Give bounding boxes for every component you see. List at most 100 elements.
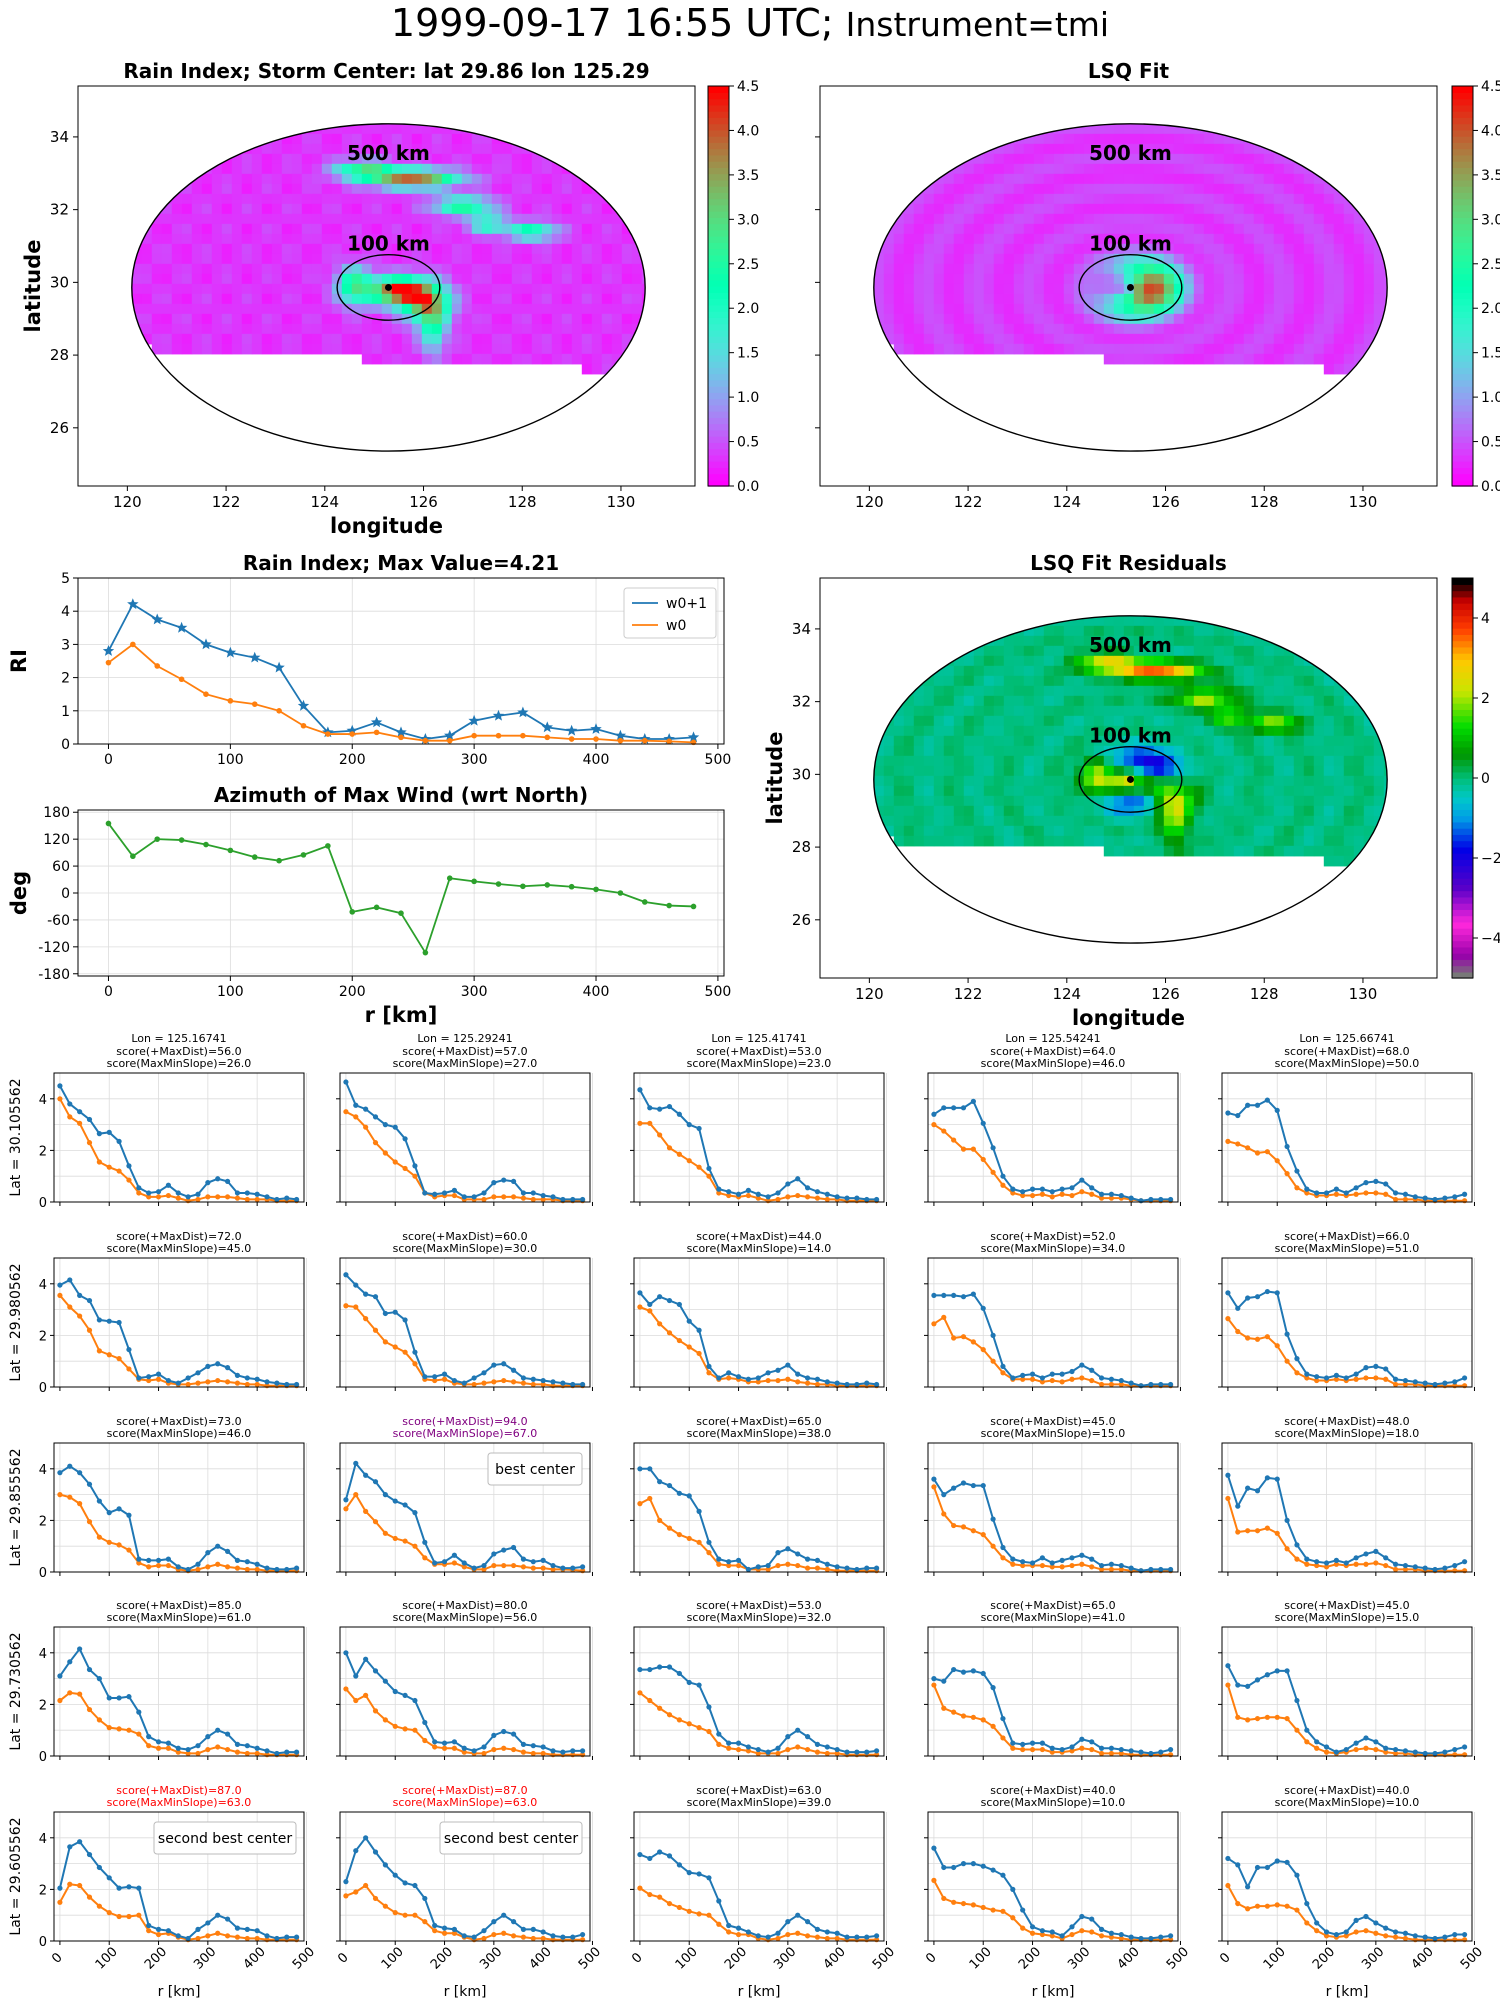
grid-orange-point: [1049, 1749, 1055, 1755]
grid-blue-point: [1069, 1185, 1075, 1191]
rain-map-colorbar-segment: [708, 348, 729, 356]
grid-blue-point: [785, 1181, 791, 1187]
grid-blue-point: [1138, 1749, 1144, 1755]
grid-blue-point: [1254, 1677, 1261, 1683]
grid-orange-line: [639, 1497, 877, 1572]
grid-score-maxdist: score(+MaxDist)=60.0: [402, 1230, 527, 1243]
rain-map-colorbar-label: 4.0: [737, 123, 759, 139]
grid-blue-point: [244, 1559, 250, 1565]
grid-orange-point: [353, 1889, 359, 1895]
grid-orange-point: [195, 1566, 201, 1573]
grid-blue-point: [481, 1562, 487, 1569]
grid-blue-point: [412, 1882, 418, 1889]
grid-orange-point: [637, 1120, 643, 1126]
grid-orange-point: [686, 1908, 692, 1914]
grid-blue-point: [814, 1189, 821, 1195]
lsq-map-colorbar-label: 0.5: [1481, 435, 1500, 451]
grid-ytick-label: 0: [39, 1381, 47, 1396]
grid-blue-point: [1462, 1559, 1468, 1565]
residual-map-colorbar-segment: [1452, 640, 1473, 648]
grid-orange-line: [932, 1684, 1171, 1756]
grid-blue-point: [1353, 1555, 1359, 1561]
grid-orange-point: [1079, 1375, 1085, 1381]
grid-orange-point: [1264, 1714, 1270, 1720]
grid-blue-point: [1245, 1884, 1251, 1890]
grid-orange-point: [402, 1538, 408, 1544]
grid-blue-point: [1442, 1749, 1448, 1755]
grid-blue-point: [441, 1559, 448, 1565]
grid-ytick-label: 0: [39, 1566, 47, 1581]
grid-orange-line: [345, 1688, 583, 1756]
grid-orange-point: [795, 1562, 801, 1569]
grid-blue-point: [1462, 1375, 1468, 1381]
grid-orange-point: [185, 1750, 191, 1757]
grid-xtick-label: 100: [673, 1944, 701, 1972]
grid-blue-point: [550, 1194, 556, 1200]
grid-orange-point: [1314, 1377, 1320, 1384]
residual-map-colorbar-segment: [1452, 628, 1473, 635]
grid-orange-point: [1323, 1749, 1330, 1755]
grid-orange-point: [1274, 1714, 1280, 1720]
grid-blue-point: [165, 1377, 171, 1384]
grid-score-maxminslope: score(MaxMinSlope)=18.0: [1275, 1427, 1420, 1440]
grid-blue-point: [716, 1556, 722, 1562]
residual-map-colorbar-segment: [1452, 840, 1473, 848]
ri-profile-series-1-point: [154, 663, 161, 669]
grid-orange-point: [86, 1894, 93, 1900]
grid-score-maxminslope: score(MaxMinSlope)=14.0: [687, 1242, 832, 1255]
ri-profile-series-1-point: [446, 737, 453, 744]
residual-map-colorbar-label: 2: [1481, 691, 1490, 707]
grid-blue-point: [116, 1319, 122, 1326]
grid-blue-point: [1412, 1749, 1418, 1755]
grid-xtick-label: 200: [1016, 1944, 1044, 1972]
grid-orange-point: [1392, 1381, 1399, 1388]
rain-map-colorbar-segment: [708, 154, 729, 162]
grid-blue-point: [1343, 1375, 1349, 1381]
grid-orange-point: [696, 1911, 702, 1917]
ri-profile-series-0-point: [444, 729, 456, 741]
grid-blue-point: [686, 1318, 692, 1324]
grid-blue-point: [1118, 1377, 1124, 1384]
grid-blue-point: [451, 1377, 457, 1384]
grid-blue-point: [215, 1176, 221, 1182]
grid-orange-line: [345, 1884, 583, 1941]
rain-map-colorbar-segment: [708, 242, 729, 250]
grid-blue-point: [706, 1363, 712, 1369]
lsq-map-colorbar-segment: [1452, 173, 1473, 181]
grid-blue-point: [1235, 1305, 1241, 1311]
lsq-map-colorbar-segment: [1452, 267, 1473, 275]
rain-map-center-marker: [384, 283, 392, 291]
lsq-map-colorbar-segment: [1452, 386, 1473, 393]
grid-blue-point: [775, 1930, 781, 1936]
grid-blue-point: [1235, 1503, 1241, 1509]
grid-blue-point: [1373, 1363, 1379, 1369]
grid-blue-point: [696, 1871, 702, 1877]
lsq-map-colorbar-segment: [1452, 229, 1473, 237]
grid-blue-point: [1039, 1375, 1045, 1381]
lsq-map-colorbar-segment: [1452, 298, 1473, 306]
grid-orange-point: [824, 1566, 830, 1573]
grid-lat-label: Lat = 29.730562: [8, 1632, 24, 1750]
grid-blue-point: [735, 1191, 742, 1197]
rain-map-colorbar-segment: [708, 398, 729, 406]
lsq-map-colorbar-segment: [1452, 329, 1473, 337]
grid-orange-point: [481, 1380, 487, 1386]
grid-blue-point: [1314, 1920, 1320, 1926]
grid-blue-point: [550, 1933, 556, 1939]
grid-panel-r0-c4: Lon = 125.66741score(+MaxDist)=68.0score…: [1218, 1032, 1475, 1206]
grid-blue-point: [402, 1692, 408, 1698]
grid-blue-point: [1245, 1485, 1251, 1491]
residual-map-colorbar-segment: [1452, 646, 1473, 654]
azimuth-ytick-label: 0: [61, 886, 70, 902]
grid-orange-point: [1225, 1882, 1231, 1889]
grid-blue-point: [716, 1375, 722, 1381]
grid-xtick-label: 400: [241, 1944, 269, 1972]
grid-orange-point: [57, 1292, 63, 1299]
grid-orange-point: [501, 1194, 507, 1200]
lsq-map-colorbar-segment: [1452, 111, 1473, 118]
grid-blue-point: [931, 1845, 937, 1851]
grid-orange-point: [540, 1935, 546, 1942]
grid-blue-point: [864, 1565, 870, 1571]
grid-blue-point: [951, 1666, 957, 1673]
azimuth-series-0-point: [373, 904, 380, 911]
